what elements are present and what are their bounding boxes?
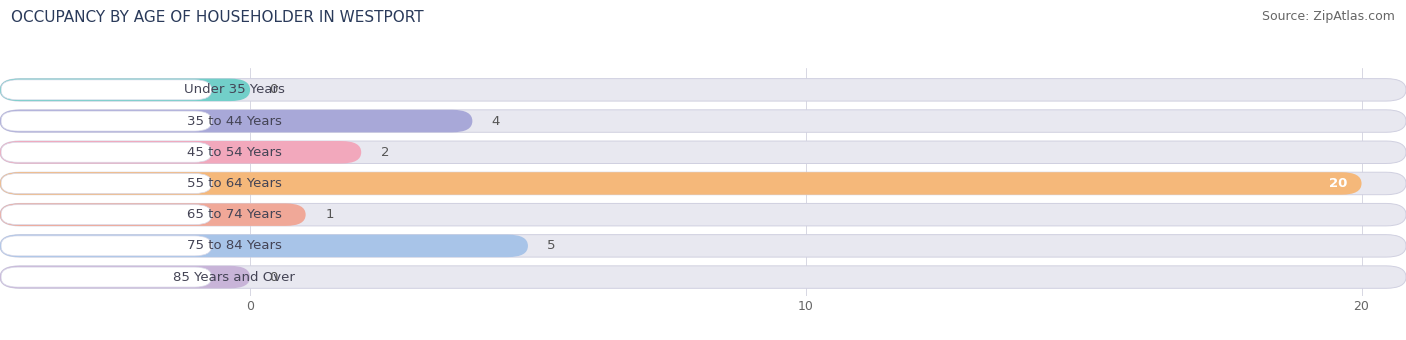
- Text: 0: 0: [270, 83, 278, 96]
- FancyBboxPatch shape: [0, 235, 1406, 257]
- Text: 45 to 54 Years: 45 to 54 Years: [187, 146, 281, 159]
- FancyBboxPatch shape: [0, 266, 1406, 288]
- FancyBboxPatch shape: [0, 141, 361, 164]
- FancyBboxPatch shape: [1, 173, 211, 193]
- FancyBboxPatch shape: [0, 172, 1361, 195]
- Text: 75 to 84 Years: 75 to 84 Years: [187, 239, 281, 252]
- FancyBboxPatch shape: [0, 141, 1406, 164]
- FancyBboxPatch shape: [0, 235, 527, 257]
- Text: 55 to 64 Years: 55 to 64 Years: [187, 177, 281, 190]
- FancyBboxPatch shape: [1, 205, 211, 225]
- Text: 5: 5: [547, 239, 555, 252]
- FancyBboxPatch shape: [0, 203, 305, 226]
- Text: 4: 4: [492, 115, 501, 128]
- FancyBboxPatch shape: [0, 266, 250, 288]
- FancyBboxPatch shape: [1, 236, 211, 256]
- Text: 35 to 44 Years: 35 to 44 Years: [187, 115, 281, 128]
- Text: 65 to 74 Years: 65 to 74 Years: [187, 208, 281, 221]
- Text: 85 Years and Over: 85 Years and Over: [173, 271, 295, 284]
- FancyBboxPatch shape: [0, 79, 250, 101]
- Text: Under 35 Years: Under 35 Years: [184, 83, 284, 96]
- FancyBboxPatch shape: [0, 172, 1406, 195]
- Text: 0: 0: [270, 271, 278, 284]
- FancyBboxPatch shape: [0, 79, 1406, 101]
- Text: OCCUPANCY BY AGE OF HOUSEHOLDER IN WESTPORT: OCCUPANCY BY AGE OF HOUSEHOLDER IN WESTP…: [11, 10, 423, 25]
- FancyBboxPatch shape: [1, 142, 211, 162]
- FancyBboxPatch shape: [1, 80, 211, 100]
- Text: 2: 2: [381, 146, 389, 159]
- FancyBboxPatch shape: [0, 110, 472, 132]
- FancyBboxPatch shape: [0, 203, 1406, 226]
- Text: Source: ZipAtlas.com: Source: ZipAtlas.com: [1261, 10, 1395, 23]
- FancyBboxPatch shape: [0, 110, 1406, 132]
- FancyBboxPatch shape: [1, 111, 211, 131]
- Text: 1: 1: [325, 208, 333, 221]
- Text: 20: 20: [1329, 177, 1347, 190]
- FancyBboxPatch shape: [1, 267, 211, 287]
